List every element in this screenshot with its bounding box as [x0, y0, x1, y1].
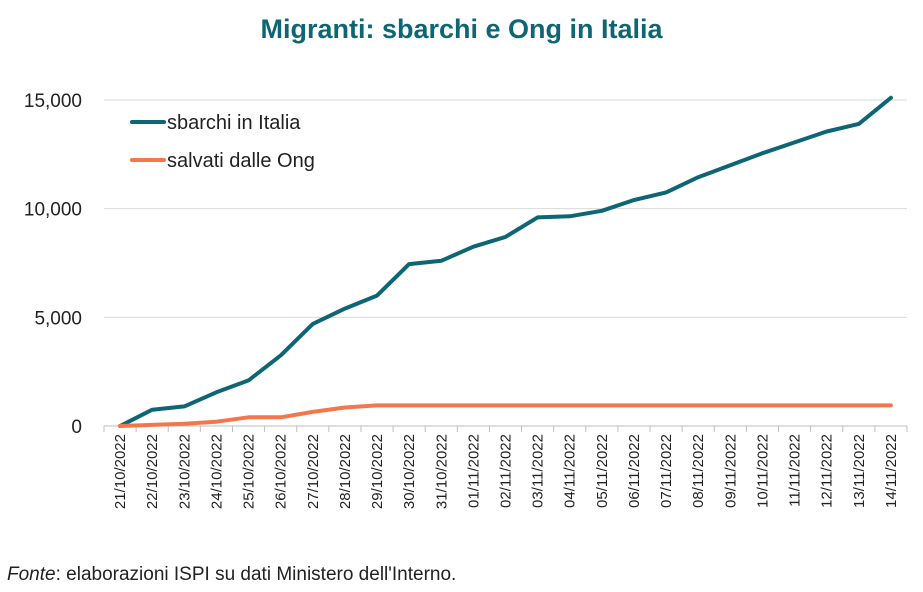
- grid-lines: [104, 99, 907, 318]
- x-tick-label: 10/11/2022: [754, 434, 771, 508]
- x-tick-label: 01/11/2022: [465, 434, 482, 508]
- x-tick-label: 06/11/2022: [626, 434, 643, 508]
- x-tick-label: 09/11/2022: [722, 434, 739, 508]
- x-tick-label: 21/10/2022: [112, 434, 129, 509]
- x-tick-label: 30/10/2022: [401, 434, 418, 509]
- x-tick-label: 03/11/2022: [530, 434, 547, 508]
- x-tick-label: 04/11/2022: [562, 434, 579, 508]
- y-tick-label: 5,000: [34, 308, 82, 329]
- x-axis: [103, 425, 908, 432]
- x-tick-label: 08/11/2022: [690, 434, 707, 508]
- legend-label: salvati dalle Ong: [167, 150, 315, 172]
- x-tick-label: 14/11/2022: [883, 434, 900, 508]
- source-label: Fonte: [7, 564, 56, 585]
- x-tick-label: 28/10/2022: [337, 434, 354, 509]
- x-tick-label: 12/11/2022: [819, 434, 836, 508]
- x-tick-label: 25/10/2022: [241, 434, 258, 509]
- x-tick-label: 13/11/2022: [851, 434, 868, 508]
- x-tick-label: 22/10/2022: [144, 434, 161, 509]
- x-tick-label: 02/11/2022: [498, 434, 515, 508]
- y-tick-label: 15,000: [24, 91, 82, 112]
- y-tick-label: 0: [71, 417, 82, 438]
- legend-label: sbarchi in Italia: [167, 112, 301, 134]
- x-tick-label: 29/10/2022: [369, 434, 386, 509]
- source-text: : elaborazioni ISPI su dati Ministero de…: [55, 564, 457, 585]
- x-tick-label: 23/10/2022: [176, 434, 193, 509]
- series-lines: [118, 95, 893, 428]
- legend: sbarchi in Italia salvati dalle Ong: [130, 112, 315, 172]
- y-axis-ticks: 0 5,000 10,000 15,000: [24, 91, 82, 438]
- x-tick-label: 24/10/2022: [208, 434, 225, 509]
- x-tick-label: 27/10/2022: [305, 434, 322, 509]
- chart-title: Migranti: sbarchi e Ong in Italia: [260, 14, 663, 44]
- series-line-1: [118, 95, 893, 428]
- x-tick-label: 11/11/2022: [787, 434, 804, 507]
- x-tick-label: 07/11/2022: [658, 434, 675, 508]
- x-tick-label: 05/11/2022: [594, 434, 611, 508]
- x-axis-ticks: 21/10/2022 22/10/2022 23/10/2022 24/10/2022…: [112, 434, 900, 509]
- y-tick-label: 10,000: [24, 200, 82, 221]
- series-line-2: [118, 403, 893, 428]
- source-note: Fonte: elaborazioni ISPI su dati Ministe…: [7, 564, 456, 586]
- x-tick-label: 26/10/2022: [273, 434, 290, 509]
- x-tick-label: 31/10/2022: [433, 434, 450, 509]
